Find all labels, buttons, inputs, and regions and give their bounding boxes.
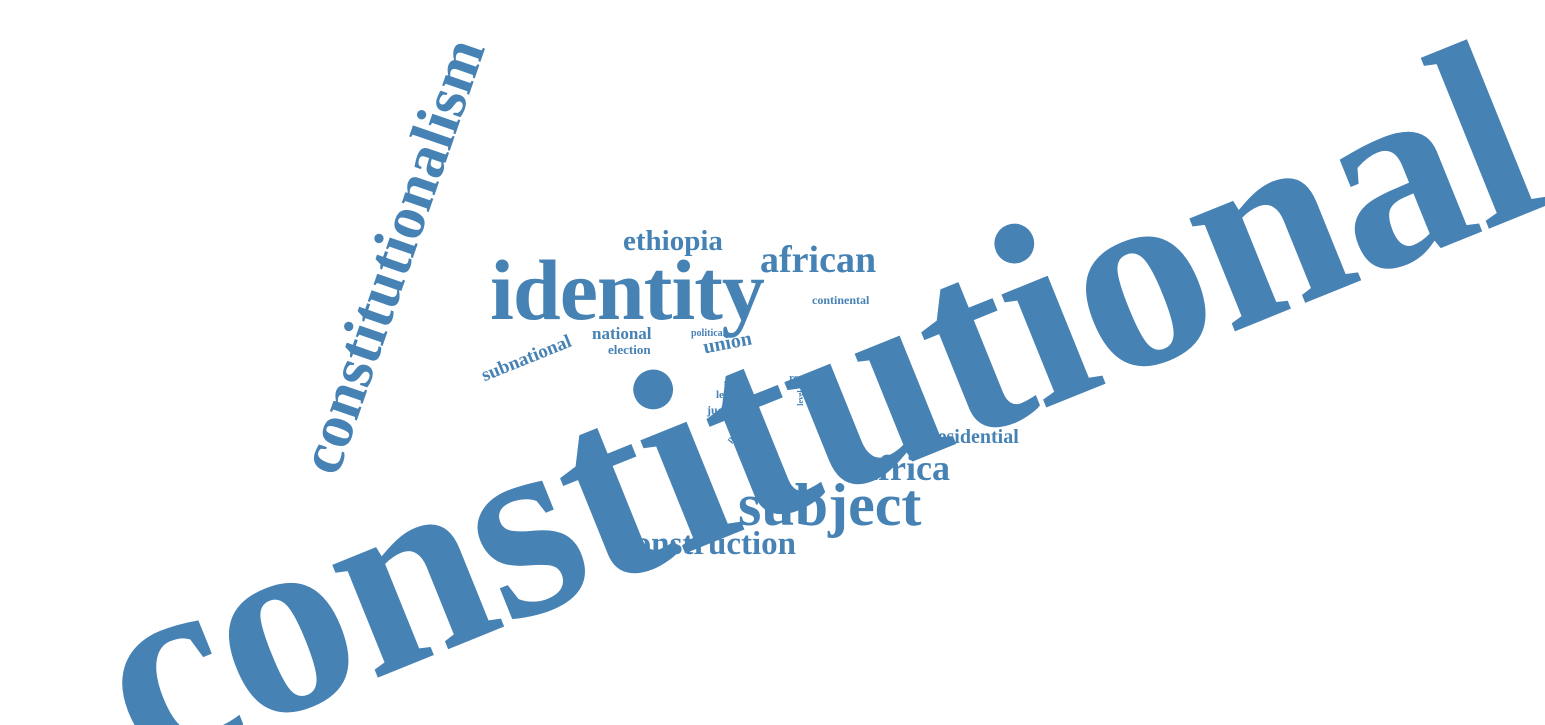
word-africa: africa bbox=[860, 448, 950, 488]
word-constitutional: constitutional bbox=[55, 0, 1545, 725]
word-lesson: lesson bbox=[716, 389, 745, 401]
word-presidential: presidential bbox=[918, 426, 1019, 448]
word-election: election bbox=[608, 342, 651, 357]
word-identity: identity bbox=[490, 242, 765, 338]
word-national: national bbox=[592, 324, 652, 343]
word-judicial: judicial bbox=[707, 403, 746, 417]
word-review: review bbox=[789, 372, 820, 384]
word-african: african bbox=[760, 239, 877, 281]
word-shape: shape bbox=[724, 378, 744, 387]
word-construction: construction bbox=[620, 526, 796, 562]
word-continental: continental bbox=[812, 293, 870, 307]
word-ethiopia: ethiopia bbox=[623, 225, 723, 257]
word-political: political bbox=[691, 328, 726, 339]
word-level: level bbox=[795, 390, 805, 406]
word-subject: subject bbox=[738, 472, 922, 538]
